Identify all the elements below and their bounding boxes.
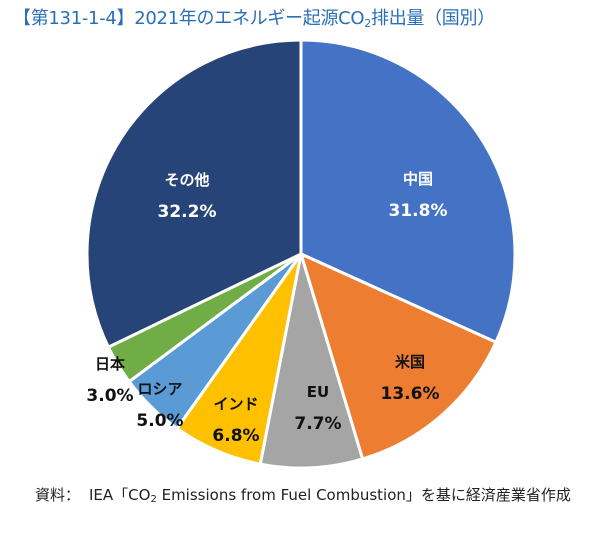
slice-value-eu: 7.7% [294, 414, 341, 434]
slice-value-china: 31.8% [389, 201, 448, 221]
slice-value-other: 32.2% [158, 202, 217, 222]
slice-label-other: その他 [164, 171, 209, 189]
pie-chart: 中国 31.8% 米国 13.6% EU 7.7% インド 6.8% ロシア 5.0% 日本 3.0%… [85, 38, 517, 470]
slice-label-india: インド [213, 395, 258, 413]
pie-labels: 中国 31.8% 米国 13.6% EU 7.7% インド 6.8% ロシア 5.0% 日本 3.0%… [86, 170, 447, 446]
source-label: 資料： [35, 486, 81, 504]
source-text-post: Emissions from Fuel Combustion」を基に経済産業省作… [156, 486, 571, 504]
slice-label-russia: ロシア [137, 380, 182, 398]
slice-other [85, 38, 303, 349]
chart-title: 【第131-1-4】2021年のエネルギー起源CO2排出量（国別） [13, 4, 495, 30]
slice-label-usa: 米国 [395, 353, 425, 371]
slice-usa [299, 252, 498, 461]
slice-label-japan: 日本 [95, 355, 125, 373]
pie-slices [85, 38, 517, 470]
title-prefix: 【第131-1-4】2021年のエネルギー起源CO [13, 8, 365, 29]
title-subscript: 2 [364, 17, 371, 30]
slice-eu [258, 252, 365, 470]
source-note: 資料： IEA「CO2 Emissions from Fuel Combustio… [35, 484, 590, 506]
slice-china [299, 38, 517, 344]
slice-label-eu: EU [307, 383, 329, 401]
title-suffix: 排出量（国別） [371, 8, 495, 29]
slice-value-japan: 3.0% [86, 386, 133, 406]
source-subscript: 2 [150, 494, 157, 505]
source-text-pre: IEA「CO [89, 486, 151, 504]
slice-label-china: 中国 [403, 170, 433, 188]
slice-value-usa: 13.6% [381, 384, 440, 404]
slice-value-russia: 5.0% [136, 411, 183, 431]
slice-value-india: 6.8% [212, 426, 259, 446]
source-text: IEA「CO2 Emissions from Fuel Combustion」を… [35, 484, 590, 506]
